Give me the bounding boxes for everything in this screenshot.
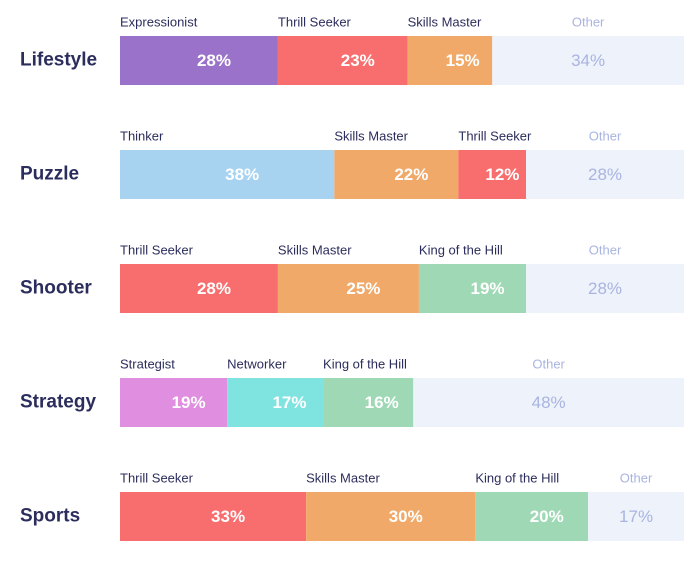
value-label: 28% (197, 279, 231, 298)
value-label: 28% (197, 51, 231, 70)
bar-segment (588, 492, 684, 541)
bar-segment (227, 378, 324, 427)
bar-segment (120, 36, 278, 85)
segment-name: Thrill Seeker (120, 470, 194, 485)
value-label: 34% (571, 51, 605, 70)
segment-name: Other (620, 470, 653, 485)
bar-segment (120, 150, 335, 199)
bar-segment (277, 264, 419, 313)
bar-row: Sports Thrill Seeker 33% Skills Master 30% Ki… (20, 470, 684, 541)
bar-segment (526, 264, 684, 313)
value-label: 30% (389, 507, 423, 526)
bar-segment (120, 492, 307, 541)
segment-name: Thrill Seeker (278, 14, 352, 29)
segment-name: Thrill Seeker (458, 128, 532, 143)
segment-name: King of the Hill (475, 470, 559, 485)
value-label: 25% (346, 279, 380, 298)
bar-row: Lifestyle Expressionist 28% Thrill Seeker 23… (20, 14, 684, 85)
segment-name: Other (589, 128, 622, 143)
value-label: 48% (532, 393, 566, 412)
segment-name: Skills Master (306, 470, 380, 485)
value-label: 20% (530, 507, 564, 526)
bar-row: Shooter Thrill Seeker 28% Skills Master 25% K… (20, 242, 684, 313)
segment-name: Other (589, 242, 622, 257)
bar-row: Puzzle Thinker 38% Skills Master 22% Thrill S… (20, 128, 684, 199)
bar-segment (458, 150, 527, 199)
bar-segment (475, 492, 589, 541)
segment-name: Skills Master (408, 14, 482, 29)
value-label: 17% (619, 507, 653, 526)
segment-name: Other (532, 356, 565, 371)
bar-segment (277, 36, 408, 85)
value-label: 19% (172, 393, 206, 412)
value-label: 17% (272, 393, 306, 412)
bar-segment (306, 492, 476, 541)
segment-name: Thrill Seeker (120, 242, 194, 257)
value-label: 33% (211, 507, 245, 526)
value-label: 12% (485, 165, 519, 184)
category-label: Lifestyle (20, 50, 97, 71)
bar-segment (413, 378, 684, 427)
value-label: 16% (365, 393, 399, 412)
bar-segment (418, 264, 527, 313)
category-label: Strategy (20, 392, 96, 413)
bar-segment (334, 150, 459, 199)
bar-row: Strategy Strategist 19% Networker 17% King of… (20, 356, 684, 427)
category-label: Puzzle (20, 164, 79, 185)
bar-segment (120, 264, 278, 313)
segment-name: King of the Hill (419, 242, 503, 257)
bar-segment (407, 36, 493, 85)
bar-segment (526, 150, 684, 199)
segment-name: Skills Master (334, 128, 408, 143)
bar-segment (323, 378, 414, 427)
value-label: 38% (225, 165, 259, 184)
bar-segment (492, 36, 684, 85)
value-label: 15% (446, 51, 480, 70)
segment-name: Other (572, 14, 605, 29)
value-label: 22% (394, 165, 428, 184)
segment-name: King of the Hill (323, 356, 407, 371)
value-label: 28% (588, 165, 622, 184)
segment-name: Strategist (120, 356, 175, 371)
segment-name: Networker (227, 356, 287, 371)
category-label: Shooter (20, 278, 92, 299)
value-label: 23% (341, 51, 375, 70)
segment-name: Expressionist (120, 14, 198, 29)
bar-segment (120, 378, 228, 427)
segment-name: Thinker (120, 128, 164, 143)
category-label: Sports (20, 506, 80, 527)
value-label: 19% (470, 279, 504, 298)
segment-name: Skills Master (278, 242, 352, 257)
value-label: 28% (588, 279, 622, 298)
